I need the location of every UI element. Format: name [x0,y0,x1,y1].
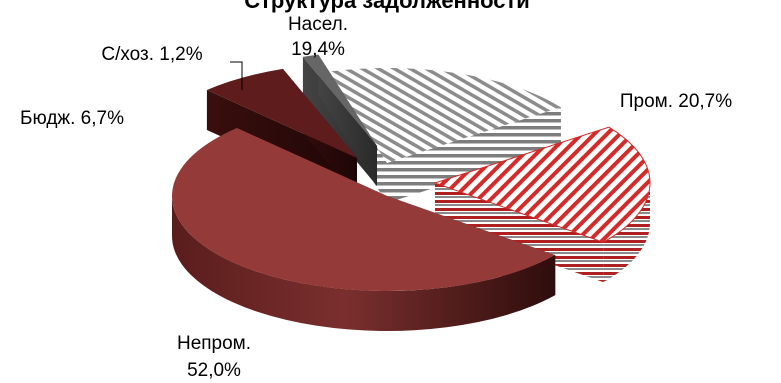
pie-slice-top [172,127,556,291]
pie-slice-top [302,54,377,146]
pie-slice-wall [435,183,604,283]
leader-line [230,61,243,90]
pie-slice-top [328,68,561,163]
data-label-4: С/хоз. 1,2% [101,44,202,65]
pie-slice-side [603,183,650,283]
data-label-5: Насел. 19,4% [288,14,348,60]
data-label-2: Непром. 52,0% [177,333,251,381]
pie-slice-4 [302,54,377,186]
chart-title: Структура задолженности [244,0,530,13]
pie-slice-top [206,68,357,158]
pie-slice-1 [433,126,651,283]
pie-slice-wall [387,107,561,203]
pie-slice-side [172,196,556,332]
pie-slice-top [433,126,651,243]
data-label-1: Пром. 20,7% [620,91,732,112]
data-label-3: Бюдж. 6,7% [20,108,124,129]
pie-slice-2 [172,127,556,332]
